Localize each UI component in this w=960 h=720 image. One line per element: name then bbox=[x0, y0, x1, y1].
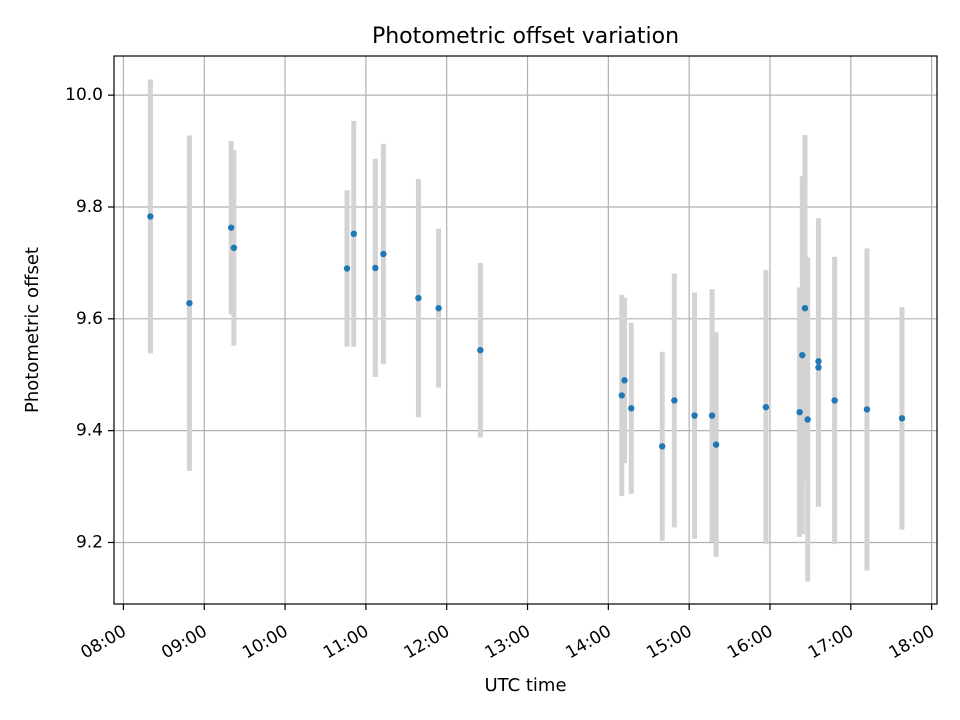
chart-title: Photometric offset variation bbox=[372, 24, 679, 49]
data-point bbox=[796, 409, 803, 416]
data-point bbox=[343, 265, 351, 272]
x-tick-label: 11:00 bbox=[320, 621, 372, 663]
y-tick-label: 9.4 bbox=[76, 421, 103, 441]
data-point bbox=[415, 294, 422, 302]
data-point bbox=[815, 364, 822, 371]
data-point bbox=[230, 244, 238, 251]
data-point bbox=[671, 397, 678, 404]
data-point bbox=[372, 264, 379, 272]
x-tick-label: 08:00 bbox=[77, 621, 129, 663]
x-tick-label: 09:00 bbox=[158, 621, 210, 663]
data-point bbox=[799, 351, 806, 359]
data-point bbox=[628, 405, 635, 412]
grid bbox=[114, 56, 937, 604]
data-point bbox=[435, 304, 442, 312]
data-points bbox=[147, 213, 906, 450]
data-point bbox=[618, 392, 626, 399]
data-point bbox=[186, 299, 193, 307]
x-tick-label: 10:00 bbox=[239, 621, 291, 663]
data-point bbox=[659, 443, 666, 450]
data-point bbox=[477, 346, 484, 354]
data-point bbox=[691, 412, 698, 419]
x-axis-label: UTC time bbox=[484, 675, 566, 696]
x-tick-label: 13:00 bbox=[482, 621, 534, 663]
x-tick-label: 17:00 bbox=[805, 621, 857, 663]
data-point bbox=[815, 358, 822, 365]
y-tick-label: 10.0 bbox=[65, 85, 103, 105]
x-tick-label: 12:00 bbox=[401, 621, 453, 663]
x-axis-ticks: 08:00 09:00 10:00 11:00 12:00 13:00 14:00 15:00… bbox=[77, 604, 938, 663]
data-point bbox=[831, 397, 838, 404]
y-axis-label: Photometric offset bbox=[22, 247, 43, 413]
x-tick-label: 16:00 bbox=[724, 621, 776, 663]
data-point bbox=[380, 250, 387, 258]
data-point bbox=[712, 441, 720, 448]
plot-frame bbox=[113, 55, 938, 605]
data-point bbox=[863, 406, 871, 413]
data-point bbox=[804, 416, 811, 423]
data-point bbox=[227, 224, 235, 231]
error-bars bbox=[147, 79, 905, 582]
data-point bbox=[801, 304, 809, 312]
x-tick-label: 15:00 bbox=[643, 621, 695, 663]
y-axis-ticks: 9.2 9.4 9.6 9.8 10.0 bbox=[65, 85, 114, 552]
data-point bbox=[898, 415, 906, 422]
y-tick-label: 9.8 bbox=[76, 197, 103, 217]
data-point bbox=[762, 403, 770, 411]
data-point bbox=[708, 412, 716, 419]
x-tick-label: 14:00 bbox=[562, 621, 614, 663]
x-tick-label: 18:00 bbox=[886, 621, 938, 663]
data-point bbox=[350, 230, 357, 238]
y-tick-label: 9.6 bbox=[76, 309, 103, 329]
y-tick-label: 9.2 bbox=[76, 532, 103, 552]
data-point bbox=[621, 377, 628, 384]
data-point bbox=[147, 213, 154, 220]
